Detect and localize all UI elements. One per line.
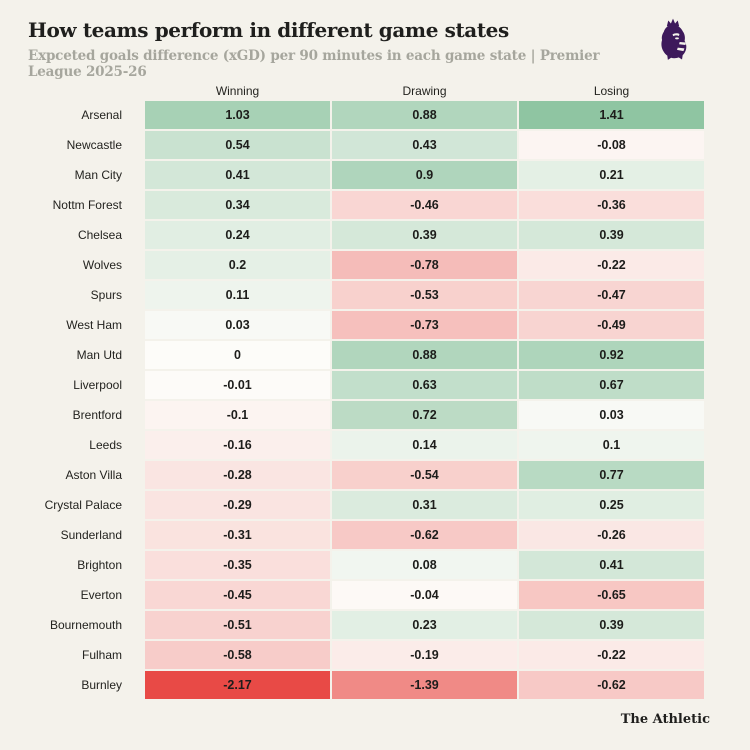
- xgd-cell: 0.03: [145, 311, 330, 339]
- xgd-cell: 0.31: [332, 491, 517, 519]
- xgd-cell: -0.31: [145, 521, 330, 549]
- xgd-cell: 0.39: [332, 221, 517, 249]
- team-label: Fulham: [81, 648, 122, 662]
- header: How teams perform in different game stat…: [28, 18, 628, 80]
- xgd-cell: -0.47: [519, 281, 704, 309]
- team-label: Arsenal: [81, 108, 122, 122]
- team-label: Nottm Forest: [52, 198, 122, 212]
- xgd-cell: 0.2: [145, 251, 330, 279]
- team-label: Sunderland: [60, 528, 122, 542]
- xgd-cell: -0.65: [519, 581, 704, 609]
- column-header-drawing: Drawing: [402, 84, 447, 98]
- xgd-cell: 0.23: [332, 611, 517, 639]
- team-label: Everton: [80, 588, 122, 602]
- team-label: Crystal Palace: [44, 498, 122, 512]
- xgd-cell: 0.03: [519, 401, 704, 429]
- xgd-cell: -0.26: [519, 521, 704, 549]
- team-label: Spurs: [90, 288, 122, 302]
- xgd-cell: 0.54: [145, 131, 330, 159]
- xgd-cell: -0.29: [145, 491, 330, 519]
- xgd-cell: 1.03: [145, 101, 330, 129]
- xgd-cell: -0.36: [519, 191, 704, 219]
- xgd-cell: 0.88: [332, 341, 517, 369]
- xgd-cell: -1.39: [332, 671, 517, 699]
- xgd-cell: 0.41: [145, 161, 330, 189]
- team-label: Man Utd: [76, 348, 122, 362]
- xgd-cell: -0.54: [332, 461, 517, 489]
- xgd-cell: -0.62: [519, 671, 704, 699]
- team-label: Bournemouth: [49, 618, 122, 632]
- xgd-cell: 0.1: [519, 431, 704, 459]
- premier-league-lion-icon: [654, 16, 692, 63]
- xgd-cell: 0.34: [145, 191, 330, 219]
- xgd-cell: 0.63: [332, 371, 517, 399]
- team-label: Burnley: [81, 678, 122, 692]
- xgd-cell: 0.25: [519, 491, 704, 519]
- xgd-cell: 0.88: [332, 101, 517, 129]
- xgd-cell: -0.73: [332, 311, 517, 339]
- column-header-winning: Winning: [215, 84, 260, 98]
- page-title: How teams perform in different game stat…: [28, 18, 509, 42]
- xgd-cell: 0.9: [332, 161, 517, 189]
- xgd-cell: 0: [145, 341, 330, 369]
- xgd-cell: -2.17: [145, 671, 330, 699]
- xgd-cell: 0.14: [332, 431, 517, 459]
- xgd-cell: 1.41: [519, 101, 704, 129]
- xgd-cell: -0.51: [145, 611, 330, 639]
- page-subtitle: Expceted goals difference (xGD) per 90 m…: [28, 48, 600, 80]
- team-label: Liverpool: [73, 378, 122, 392]
- xgd-cell: -0.19: [332, 641, 517, 669]
- xgd-cell: -0.58: [145, 641, 330, 669]
- xgd-cell: -0.62: [332, 521, 517, 549]
- xgd-heatmap-table: Winning Drawing Losing Arsenal 1.03 0.88 1.41 N…: [14, 83, 704, 699]
- xgd-cell: 0.11: [145, 281, 330, 309]
- column-header-losing: Losing: [593, 84, 630, 98]
- xgd-cell: 0.92: [519, 341, 704, 369]
- team-label: Chelsea: [77, 228, 122, 242]
- xgd-cell: -0.78: [332, 251, 517, 279]
- xgd-cell: -0.46: [332, 191, 517, 219]
- xgd-cell: -0.22: [519, 641, 704, 669]
- team-label: Leeds: [89, 438, 122, 452]
- xgd-cell: 0.39: [519, 611, 704, 639]
- xgd-cell: 0.41: [519, 551, 704, 579]
- team-label: Man City: [74, 168, 122, 182]
- xgd-cell: 0.72: [332, 401, 517, 429]
- xgd-cell: -0.45: [145, 581, 330, 609]
- xgd-cell: -0.22: [519, 251, 704, 279]
- xgd-cell: -0.28: [145, 461, 330, 489]
- source-credit: The Athletic: [620, 712, 710, 727]
- xgd-cell: -0.04: [332, 581, 517, 609]
- team-label: Newcastle: [66, 138, 122, 152]
- team-label: Aston Villa: [65, 468, 122, 482]
- team-label: Wolves: [82, 258, 122, 272]
- xgd-cell: 0.24: [145, 221, 330, 249]
- xgd-cell: 0.21: [519, 161, 704, 189]
- xgd-cell: 0.67: [519, 371, 704, 399]
- team-label: Brentford: [72, 408, 122, 422]
- xgd-cell: -0.53: [332, 281, 517, 309]
- xgd-cell: 0.77: [519, 461, 704, 489]
- team-label: Brighton: [77, 558, 122, 572]
- xgd-cell: -0.49: [519, 311, 704, 339]
- xgd-cell: -0.08: [519, 131, 704, 159]
- team-label: West Ham: [66, 318, 122, 332]
- xgd-cell: 0.39: [519, 221, 704, 249]
- xgd-cell: -0.16: [145, 431, 330, 459]
- xgd-cell: -0.01: [145, 371, 330, 399]
- xgd-cell: 0.08: [332, 551, 517, 579]
- xgd-cell: -0.1: [145, 401, 330, 429]
- xgd-cell: 0.43: [332, 131, 517, 159]
- xgd-cell: -0.35: [145, 551, 330, 579]
- column-header-spacer: [14, 83, 143, 99]
